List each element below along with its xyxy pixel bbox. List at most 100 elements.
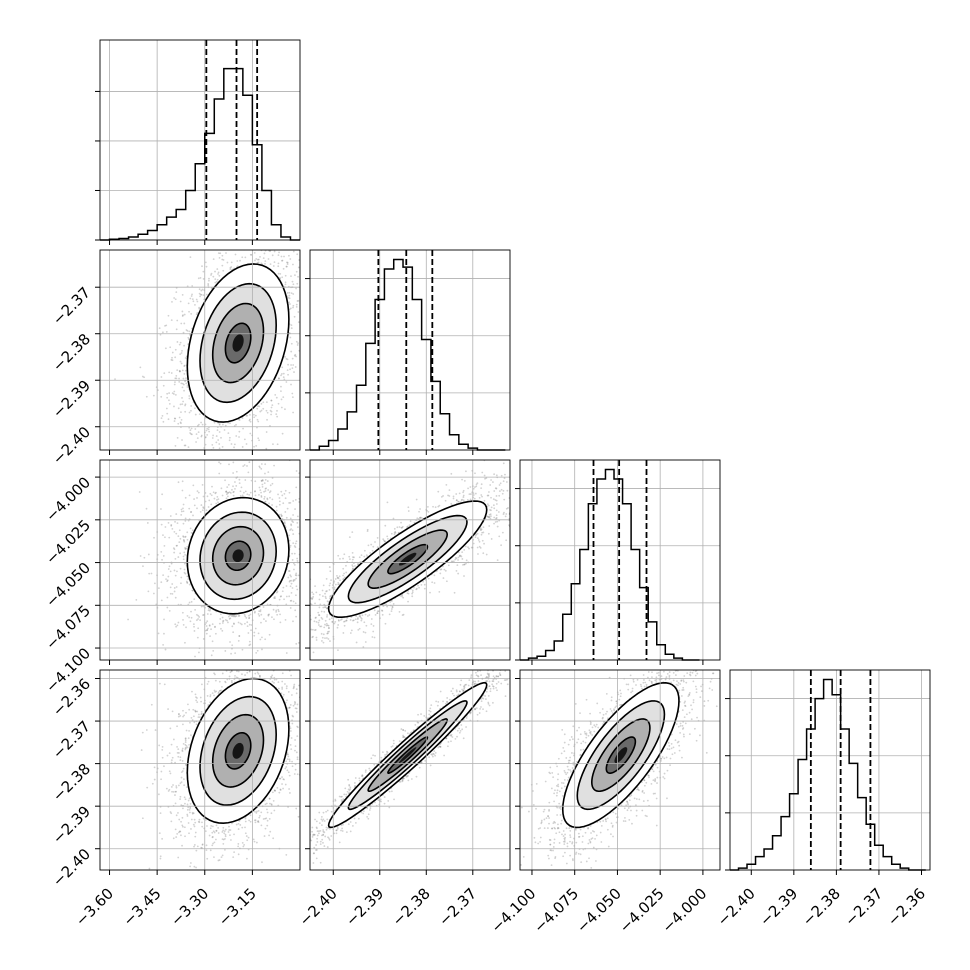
sample-point bbox=[182, 507, 184, 510]
sample-point bbox=[195, 298, 198, 301]
sample-point bbox=[638, 789, 640, 792]
sample-point bbox=[677, 740, 680, 743]
sample-point bbox=[314, 628, 317, 631]
sample-point bbox=[477, 553, 479, 555]
sample-point bbox=[423, 715, 426, 717]
sample-point bbox=[314, 617, 317, 619]
sample-point bbox=[166, 412, 169, 415]
sample-point bbox=[311, 598, 314, 601]
sample-point bbox=[186, 386, 189, 388]
sample-point bbox=[322, 818, 325, 821]
sample-point bbox=[462, 563, 464, 566]
sample-point bbox=[415, 588, 418, 591]
sample-point bbox=[278, 514, 281, 516]
sample-point bbox=[572, 761, 575, 764]
sample-point bbox=[301, 568, 303, 570]
sample-point bbox=[384, 540, 386, 543]
sample-point bbox=[277, 272, 280, 275]
sample-point bbox=[688, 644, 690, 646]
sample-point bbox=[226, 665, 228, 667]
sample-point bbox=[168, 399, 170, 402]
sample-point bbox=[620, 703, 623, 706]
sample-point bbox=[561, 833, 563, 836]
sample-point bbox=[455, 499, 458, 502]
sample-point bbox=[281, 857, 283, 859]
sample-point bbox=[619, 689, 622, 692]
sample-point bbox=[316, 837, 318, 840]
sample-point bbox=[440, 568, 443, 571]
sample-point bbox=[462, 737, 465, 740]
sample-point bbox=[176, 544, 178, 547]
sample-point bbox=[301, 839, 303, 841]
sample-point bbox=[677, 684, 679, 687]
sample-point bbox=[188, 395, 191, 397]
sample-point bbox=[279, 272, 282, 275]
sample-point bbox=[612, 811, 615, 814]
sample-point bbox=[555, 639, 557, 641]
sample-point bbox=[230, 679, 233, 682]
sample-point bbox=[311, 835, 314, 838]
sample-point bbox=[187, 806, 190, 809]
sample-point bbox=[329, 739, 331, 741]
sample-point bbox=[345, 793, 348, 796]
sample-point bbox=[194, 428, 197, 430]
sample-point bbox=[305, 783, 307, 785]
sample-point bbox=[216, 429, 219, 432]
sample-point bbox=[179, 798, 182, 800]
sample-point bbox=[589, 840, 592, 843]
sample-point bbox=[424, 759, 427, 762]
sample-point bbox=[483, 542, 485, 545]
sample-point bbox=[502, 513, 505, 515]
sample-point bbox=[264, 500, 266, 503]
sample-point bbox=[249, 432, 252, 435]
sample-point bbox=[191, 589, 194, 592]
sample-point bbox=[224, 680, 226, 683]
sample-point bbox=[209, 608, 212, 611]
sample-point bbox=[190, 734, 192, 737]
sample-point bbox=[571, 767, 574, 769]
sample-point bbox=[668, 744, 671, 747]
sample-point bbox=[173, 551, 176, 554]
sample-point bbox=[264, 500, 267, 503]
sample-point bbox=[265, 401, 268, 404]
contour-0-1 bbox=[211, 302, 265, 384]
sample-point bbox=[599, 711, 601, 714]
sample-point bbox=[315, 620, 318, 623]
sample-point bbox=[292, 600, 295, 603]
sample-point bbox=[411, 591, 414, 594]
sample-point bbox=[682, 733, 685, 736]
sample-point bbox=[254, 672, 257, 675]
sample-point bbox=[317, 564, 319, 566]
sample-point bbox=[226, 678, 229, 681]
sample-point bbox=[268, 613, 270, 616]
sample-point bbox=[175, 532, 178, 535]
sample-point bbox=[294, 745, 297, 748]
sample-point bbox=[507, 663, 509, 665]
sample-point bbox=[202, 246, 204, 248]
sample-point bbox=[214, 281, 217, 284]
sample-point bbox=[648, 679, 651, 682]
sample-point bbox=[301, 574, 303, 576]
sample-point bbox=[646, 799, 649, 802]
sample-point bbox=[160, 581, 163, 584]
sample-point bbox=[189, 334, 191, 336]
sample-point bbox=[229, 671, 232, 674]
sample-point bbox=[555, 832, 558, 835]
sample-point bbox=[549, 772, 552, 775]
sample-point bbox=[277, 681, 280, 684]
sample-point bbox=[265, 653, 267, 655]
sample-point bbox=[190, 511, 192, 514]
sample-point bbox=[177, 784, 180, 787]
sample-point bbox=[282, 778, 285, 781]
sample-point bbox=[646, 815, 648, 818]
sample-point bbox=[294, 546, 297, 549]
sample-point bbox=[253, 840, 256, 843]
sample-point bbox=[461, 728, 464, 731]
sample-point bbox=[182, 331, 185, 334]
density-core bbox=[232, 334, 244, 352]
sample-point bbox=[692, 629, 694, 631]
sample-point bbox=[208, 277, 210, 280]
sample-point bbox=[181, 397, 183, 399]
sample-point bbox=[313, 620, 316, 623]
sample-point bbox=[274, 789, 276, 792]
